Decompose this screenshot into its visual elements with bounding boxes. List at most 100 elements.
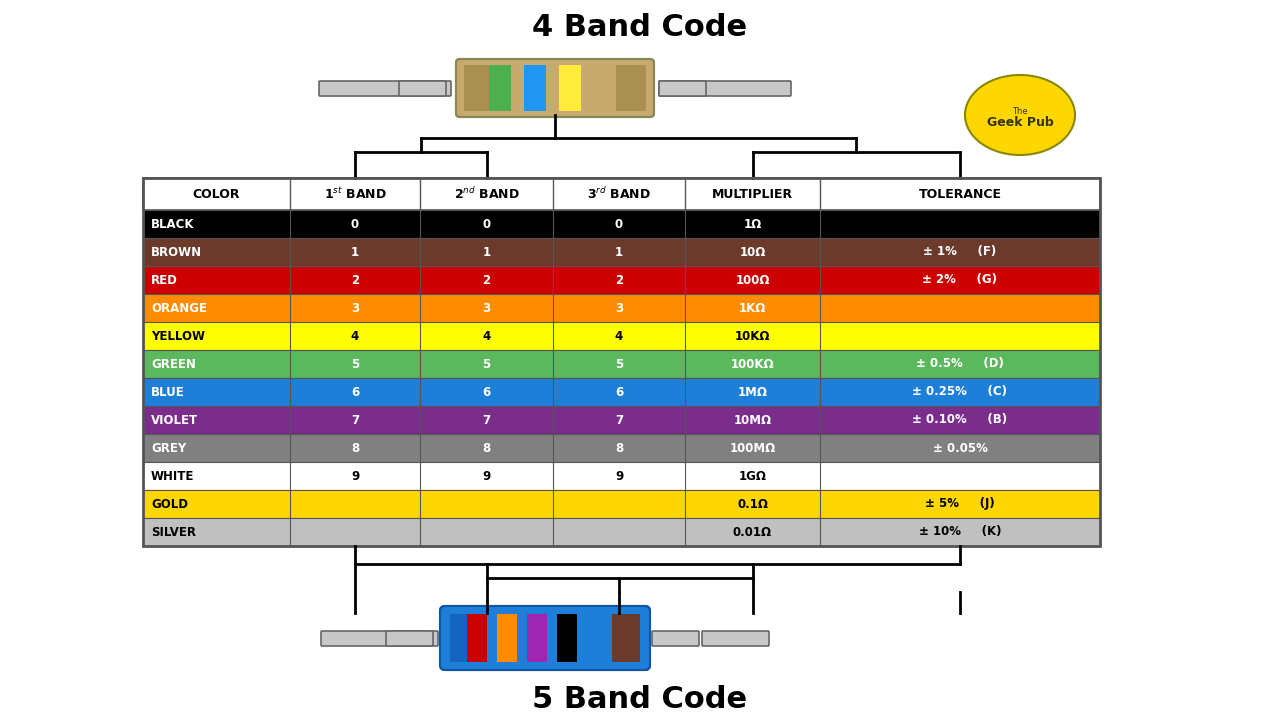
Text: ± 10%     (K): ± 10% (K): [919, 526, 1001, 539]
Bar: [143, 490, 1100, 518]
Text: BLACK: BLACK: [151, 217, 195, 230]
Text: 10Ω: 10Ω: [740, 246, 765, 258]
Bar: [612, 614, 640, 662]
Text: 0: 0: [483, 217, 490, 230]
Text: The: The: [1012, 107, 1028, 117]
Text: 10MΩ: 10MΩ: [733, 413, 772, 426]
Text: ± 0.05%: ± 0.05%: [933, 441, 987, 454]
Text: 5: 5: [483, 358, 490, 371]
Text: 5: 5: [614, 358, 623, 371]
Text: 9: 9: [351, 469, 360, 482]
Text: ± 0.25%     (C): ± 0.25% (C): [913, 385, 1007, 398]
Text: Geek Pub: Geek Pub: [987, 115, 1053, 128]
Text: ± 5%     (J): ± 5% (J): [925, 498, 995, 510]
Text: MULTIPLIER: MULTIPLIER: [712, 187, 794, 200]
Text: 2: 2: [614, 274, 623, 287]
Bar: [451, 614, 477, 662]
Text: ± 2%     (G): ± 2% (G): [923, 274, 997, 287]
Text: WHITE: WHITE: [151, 469, 195, 482]
Text: VIOLET: VIOLET: [151, 413, 198, 426]
Bar: [143, 350, 1100, 378]
Text: 7: 7: [614, 413, 623, 426]
Text: 1GΩ: 1GΩ: [739, 469, 767, 482]
Text: 3: 3: [351, 302, 360, 315]
Text: 4: 4: [483, 330, 490, 343]
Ellipse shape: [965, 75, 1075, 155]
FancyBboxPatch shape: [440, 606, 650, 670]
Text: 2: 2: [351, 274, 360, 287]
Text: RED: RED: [151, 274, 178, 287]
Text: 7: 7: [351, 413, 360, 426]
FancyBboxPatch shape: [456, 59, 654, 117]
Text: 6: 6: [483, 385, 490, 398]
Text: 4: 4: [614, 330, 623, 343]
Text: 8: 8: [483, 441, 490, 454]
Bar: [465, 65, 494, 111]
Text: SILVER: SILVER: [151, 526, 196, 539]
Text: 0.01Ω: 0.01Ω: [733, 526, 772, 539]
Text: ± 1%     (F): ± 1% (F): [923, 246, 997, 258]
Text: 5: 5: [351, 358, 360, 371]
Text: 0: 0: [614, 217, 623, 230]
FancyBboxPatch shape: [321, 631, 438, 646]
Text: 6: 6: [351, 385, 360, 398]
Text: 100Ω: 100Ω: [735, 274, 769, 287]
Text: ± 0.5%     (D): ± 0.5% (D): [916, 358, 1004, 371]
Bar: [143, 462, 1100, 490]
Bar: [143, 294, 1100, 322]
Bar: [143, 322, 1100, 350]
Bar: [143, 406, 1100, 434]
Text: 1MΩ: 1MΩ: [737, 385, 768, 398]
Text: 7: 7: [483, 413, 490, 426]
Bar: [143, 378, 1100, 406]
Text: GOLD: GOLD: [151, 498, 188, 510]
Text: 2$^{nd}$ BAND: 2$^{nd}$ BAND: [453, 186, 520, 202]
Bar: [143, 266, 1100, 294]
Text: 5 Band Code: 5 Band Code: [532, 685, 748, 714]
Bar: [527, 614, 547, 662]
Bar: [559, 65, 581, 111]
Text: YELLOW: YELLOW: [151, 330, 205, 343]
Text: 6: 6: [614, 385, 623, 398]
Text: ± 0.10%     (B): ± 0.10% (B): [913, 413, 1007, 426]
Bar: [143, 210, 1100, 238]
Text: 3$^{rd}$ BAND: 3$^{rd}$ BAND: [588, 186, 652, 202]
Text: 10KΩ: 10KΩ: [735, 330, 771, 343]
Bar: [489, 65, 511, 111]
Bar: [467, 614, 486, 662]
Text: 9: 9: [614, 469, 623, 482]
Text: GREY: GREY: [151, 441, 187, 454]
Text: 4: 4: [351, 330, 360, 343]
Text: 1: 1: [614, 246, 623, 258]
Text: 1KΩ: 1KΩ: [739, 302, 767, 315]
Text: GREEN: GREEN: [151, 358, 196, 371]
Text: 8: 8: [351, 441, 360, 454]
Bar: [557, 614, 577, 662]
Text: COLOR: COLOR: [193, 187, 241, 200]
Bar: [524, 65, 547, 111]
Bar: [143, 178, 1100, 210]
FancyBboxPatch shape: [399, 81, 445, 96]
Text: 8: 8: [614, 441, 623, 454]
Text: 100KΩ: 100KΩ: [731, 358, 774, 371]
Bar: [143, 178, 1100, 546]
Bar: [143, 518, 1100, 546]
Text: 0.1Ω: 0.1Ω: [737, 498, 768, 510]
Text: ORANGE: ORANGE: [151, 302, 207, 315]
Text: 3: 3: [483, 302, 490, 315]
Bar: [143, 238, 1100, 266]
Text: 1$^{st}$ BAND: 1$^{st}$ BAND: [324, 186, 387, 202]
Text: 4 Band Code: 4 Band Code: [532, 14, 748, 42]
FancyBboxPatch shape: [659, 81, 791, 96]
Text: 100MΩ: 100MΩ: [730, 441, 776, 454]
Text: 0: 0: [351, 217, 360, 230]
FancyBboxPatch shape: [387, 631, 433, 646]
Text: 2: 2: [483, 274, 490, 287]
FancyBboxPatch shape: [659, 81, 707, 96]
FancyBboxPatch shape: [319, 81, 451, 96]
Text: 1: 1: [351, 246, 360, 258]
Text: TOLERANCE: TOLERANCE: [919, 187, 1001, 200]
Text: 9: 9: [483, 469, 490, 482]
Text: 1: 1: [483, 246, 490, 258]
Bar: [143, 434, 1100, 462]
